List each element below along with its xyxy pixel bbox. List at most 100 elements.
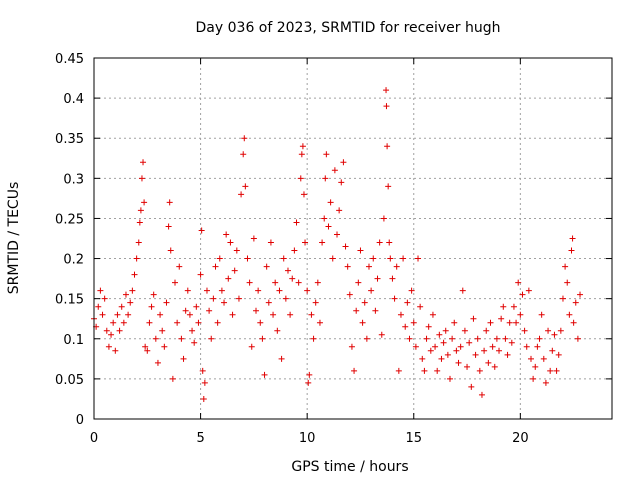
data-point xyxy=(319,239,326,246)
data-point xyxy=(408,287,415,294)
data-point xyxy=(166,199,173,206)
data-point xyxy=(263,263,270,270)
data-point xyxy=(432,343,439,350)
data-point xyxy=(172,279,179,286)
data-point xyxy=(306,371,313,378)
data-point xyxy=(193,303,200,310)
data-point xyxy=(114,311,121,318)
data-point xyxy=(478,391,485,398)
data-point xyxy=(389,275,396,282)
data-point xyxy=(442,327,449,334)
data-point xyxy=(244,255,251,262)
data-point xyxy=(218,287,225,294)
data-point xyxy=(189,327,196,334)
data-point xyxy=(385,183,392,190)
data-point xyxy=(178,335,185,342)
data-point xyxy=(357,247,364,254)
data-point xyxy=(504,351,511,358)
data-point xyxy=(457,343,464,350)
data-point xyxy=(412,343,419,350)
data-point xyxy=(570,319,577,326)
data-point xyxy=(574,335,581,342)
data-point xyxy=(233,247,240,254)
data-point xyxy=(223,231,230,238)
x-axis-title: GPS time / hours xyxy=(291,459,408,475)
data-point xyxy=(206,307,213,314)
data-point xyxy=(532,363,539,370)
data-point xyxy=(282,295,289,302)
data-point xyxy=(240,151,247,158)
data-point xyxy=(370,255,377,262)
data-point xyxy=(295,279,302,286)
data-point xyxy=(325,223,332,230)
data-point xyxy=(340,159,347,166)
data-point xyxy=(466,339,473,346)
data-point xyxy=(200,395,207,402)
data-point xyxy=(253,307,260,314)
data-point xyxy=(299,143,306,150)
data-point xyxy=(284,267,291,274)
data-point xyxy=(186,311,193,318)
data-point xyxy=(506,319,513,326)
data-point xyxy=(255,287,262,294)
data-point xyxy=(108,331,115,338)
data-point xyxy=(321,215,328,222)
data-points xyxy=(91,87,584,402)
data-point xyxy=(517,311,524,318)
data-point xyxy=(135,239,142,246)
data-point xyxy=(353,307,360,314)
data-point xyxy=(199,367,206,374)
data-point xyxy=(182,307,189,314)
data-point xyxy=(346,291,353,298)
data-point xyxy=(120,319,127,326)
data-point xyxy=(338,179,345,186)
data-point xyxy=(169,375,176,382)
data-point xyxy=(227,239,234,246)
data-point xyxy=(545,327,552,334)
data-point xyxy=(415,255,422,262)
data-point xyxy=(429,311,436,318)
data-point xyxy=(157,311,164,318)
data-point xyxy=(105,343,112,350)
x-tick-label: 5 xyxy=(196,431,204,446)
data-point xyxy=(334,231,341,238)
data-point xyxy=(376,239,383,246)
data-point xyxy=(368,287,375,294)
data-point xyxy=(483,327,490,334)
data-point xyxy=(140,159,147,166)
data-point xyxy=(468,383,475,390)
data-point xyxy=(274,327,281,334)
data-point xyxy=(440,339,447,346)
data-point xyxy=(404,299,411,306)
y-tick-label: 0.3 xyxy=(63,172,84,187)
data-point xyxy=(216,255,223,262)
y-tick-label: 0.4 xyxy=(63,92,84,107)
data-point xyxy=(365,263,372,270)
data-point xyxy=(191,339,198,346)
data-point xyxy=(493,335,500,342)
data-point xyxy=(577,291,584,298)
data-point xyxy=(327,199,334,206)
y-tick-label: 0.35 xyxy=(55,132,84,147)
data-point xyxy=(112,347,119,354)
data-point xyxy=(165,223,172,230)
data-point xyxy=(118,303,125,310)
data-point xyxy=(259,335,266,342)
data-point xyxy=(198,227,205,234)
data-point xyxy=(383,103,390,110)
data-point xyxy=(270,311,277,318)
data-point xyxy=(110,319,117,326)
data-point xyxy=(289,275,296,282)
data-point xyxy=(142,343,149,350)
data-point xyxy=(225,275,232,282)
data-point xyxy=(131,271,138,278)
data-point xyxy=(148,303,155,310)
data-point xyxy=(212,263,219,270)
data-point xyxy=(410,319,417,326)
data-point xyxy=(427,347,434,354)
y-tick-label: 0.15 xyxy=(55,293,84,308)
x-tick-label: 10 xyxy=(299,431,316,446)
chart-title: Day 036 of 2023, SRMTID for receiver hug… xyxy=(196,20,501,36)
data-point xyxy=(474,335,481,342)
data-point xyxy=(174,319,181,326)
